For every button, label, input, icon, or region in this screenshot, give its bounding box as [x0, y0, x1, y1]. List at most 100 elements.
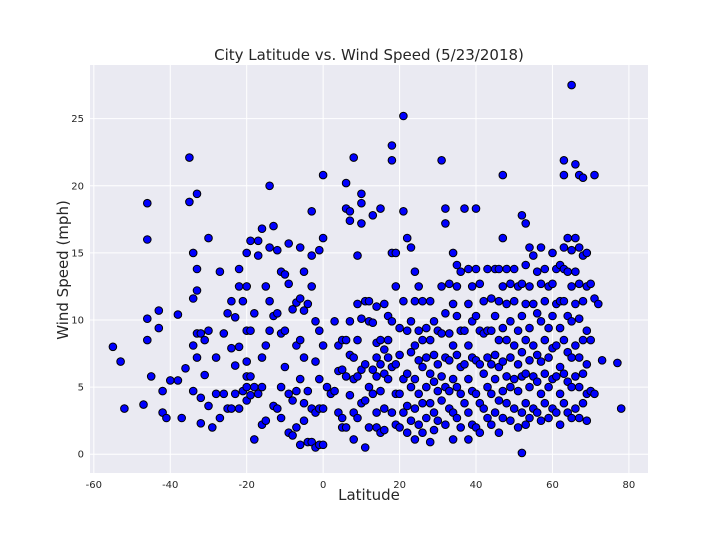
data-point	[414, 356, 424, 365]
chart-title: City Latitude vs. Wind Speed (5/23/2018)	[214, 46, 524, 64]
data-point	[120, 404, 129, 413]
data-point	[567, 413, 576, 423]
data-point	[337, 365, 347, 375]
data-point	[357, 219, 366, 228]
data-point	[257, 382, 267, 392]
data-point	[525, 382, 534, 392]
data-point	[555, 323, 565, 333]
data-point	[441, 309, 450, 318]
data-point	[330, 386, 339, 396]
data-point	[571, 372, 580, 381]
data-point	[380, 404, 389, 413]
data-point	[536, 389, 546, 399]
data-point	[567, 282, 576, 291]
data-point	[139, 400, 148, 409]
data-point	[513, 423, 523, 432]
data-point	[422, 353, 431, 362]
y-tick-label: 5	[78, 383, 84, 394]
data-point	[498, 170, 508, 180]
data-point	[529, 299, 538, 309]
data-point	[250, 309, 259, 318]
data-point	[437, 156, 446, 165]
data-point	[288, 305, 297, 314]
data-point	[368, 318, 378, 328]
data-point	[559, 170, 569, 180]
data-point	[441, 204, 450, 213]
y-tick-label: 10	[71, 316, 84, 327]
data-point	[540, 369, 550, 379]
data-point	[502, 264, 511, 274]
data-point	[345, 216, 355, 225]
data-point	[502, 299, 511, 309]
data-point	[349, 153, 359, 162]
data-point	[586, 335, 596, 345]
data-point	[471, 204, 481, 213]
data-point	[509, 341, 519, 350]
data-point	[399, 207, 408, 216]
data-point	[204, 233, 213, 243]
data-point	[429, 408, 439, 417]
data-point	[479, 369, 489, 379]
data-point	[196, 329, 206, 338]
data-point	[578, 173, 588, 182]
data-point	[269, 221, 278, 231]
x-tick-label: 40	[470, 480, 483, 491]
data-point	[418, 398, 427, 408]
data-point	[376, 360, 385, 369]
data-point	[502, 398, 511, 408]
data-point	[540, 398, 550, 408]
data-point	[425, 398, 435, 408]
data-point	[204, 401, 213, 411]
data-point	[418, 428, 427, 438]
data-point	[502, 372, 511, 381]
data-point	[276, 382, 286, 392]
data-point	[494, 264, 504, 274]
data-point	[441, 420, 450, 430]
data-point	[295, 374, 305, 384]
data-point	[517, 211, 527, 220]
y-axis-label: Wind Speed (mph)	[54, 200, 72, 340]
data-point	[341, 178, 351, 188]
data-point	[532, 408, 542, 417]
data-point	[395, 423, 404, 432]
data-point	[521, 335, 531, 345]
data-point	[196, 393, 206, 403]
data-point	[498, 233, 508, 243]
data-point	[200, 335, 209, 345]
x-tick-labels: -60 -40 -20 0 20 40 60 80	[86, 480, 636, 491]
data-point	[464, 374, 473, 384]
data-point	[509, 296, 519, 306]
data-point	[418, 335, 427, 345]
data-point	[418, 296, 427, 306]
data-point	[445, 329, 454, 338]
data-point	[162, 413, 171, 423]
data-point	[571, 299, 580, 309]
data-point	[253, 251, 263, 260]
data-point	[372, 302, 381, 311]
data-point	[341, 335, 351, 345]
data-point	[288, 431, 297, 440]
data-point	[391, 282, 401, 291]
data-point	[299, 416, 309, 426]
data-point	[552, 341, 561, 350]
data-point	[273, 309, 282, 318]
y-tick-label: 25	[71, 114, 84, 125]
data-point	[387, 317, 397, 326]
data-point	[452, 382, 462, 392]
data-point	[525, 356, 534, 365]
data-point	[253, 236, 263, 246]
data-point	[460, 204, 469, 213]
data-point	[284, 279, 294, 289]
data-point	[395, 389, 404, 399]
data-point	[532, 377, 542, 387]
data-point	[590, 170, 599, 180]
data-point	[299, 353, 309, 362]
data-point	[315, 374, 324, 384]
data-point	[357, 189, 366, 199]
data-point	[234, 282, 244, 291]
data-point	[548, 311, 557, 321]
data-point	[372, 408, 381, 417]
data-point	[418, 362, 427, 372]
data-point	[513, 326, 523, 336]
data-point	[521, 219, 531, 228]
